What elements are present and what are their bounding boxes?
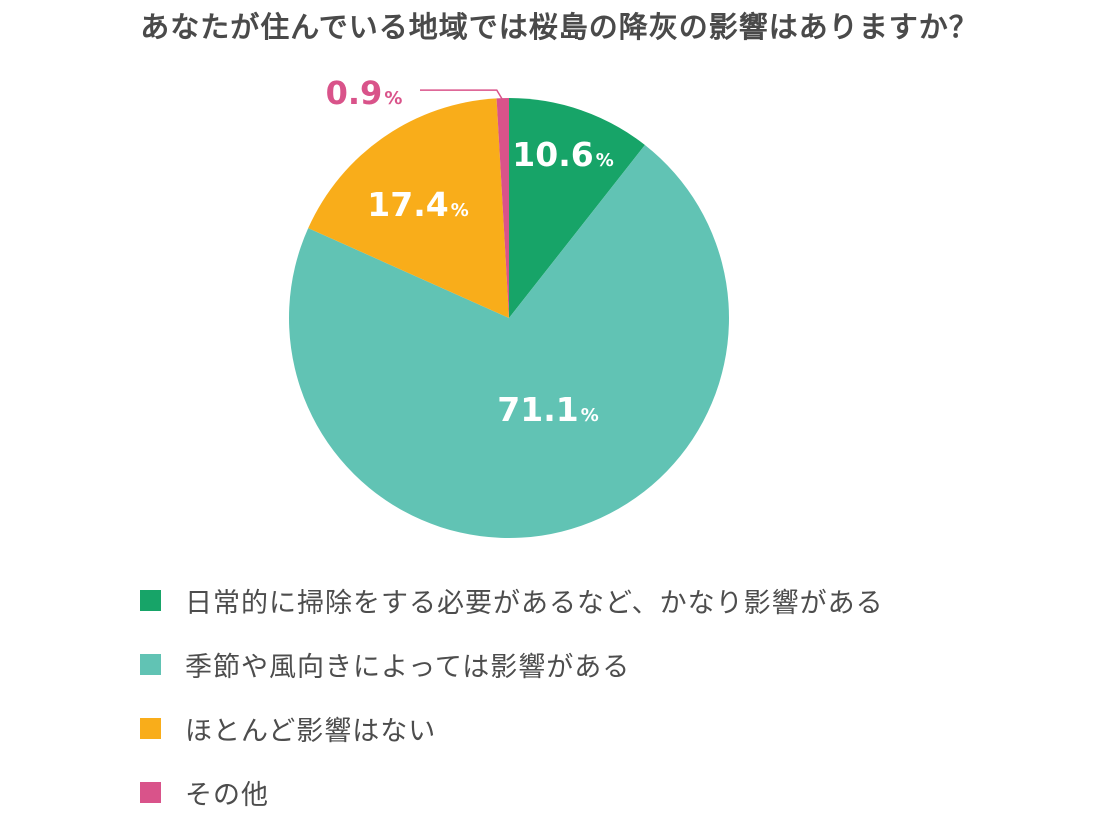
leader-line-other xyxy=(420,89,504,101)
pie-slices xyxy=(288,98,729,538)
legend-label: 季節や風向きによっては影響がある xyxy=(185,651,631,683)
pie-slice-seasonal-impact xyxy=(288,145,729,538)
legend-swatch xyxy=(140,653,161,675)
legend: 日常的に掃除をする必要があるなど、かなり影響がある 季節や風向きによっては影響があ… xyxy=(140,568,884,824)
legend-swatch xyxy=(140,781,161,803)
legend-label: ほとんど影響はない xyxy=(185,715,437,747)
pie-slice-other xyxy=(496,98,509,318)
pie-leader-lines xyxy=(420,89,504,101)
legend-swatch xyxy=(140,589,161,611)
legend-item-considerable-impact: 日常的に掃除をする必要があるなど、かなり影響がある xyxy=(140,568,884,632)
chart-title: あなたが住んでいる地域では桜島の降灰の影響はありますか？ xyxy=(140,10,979,44)
data-label-other: 0.9% xyxy=(326,74,403,112)
legend-item-seasonal-impact: 季節や風向きによっては影響がある xyxy=(140,632,884,696)
data-label-seasonal-impact: 71.1% xyxy=(497,390,598,429)
data-label-considerable-impact: 10.6% xyxy=(512,135,613,174)
legend-item-other: その他 xyxy=(140,760,884,824)
pie-data-labels: 10.6 % 71.1 % 17.4 % 0.9% xyxy=(326,74,614,429)
data-label-little-impact: 17.4% xyxy=(367,185,468,224)
pie-slice-little-impact xyxy=(308,98,509,319)
pie-chart: 10.6 % 71.1 % 17.4 % 0.9% xyxy=(288,74,729,538)
legend-item-little-impact: ほとんど影響はない xyxy=(140,696,884,760)
legend-label: 日常的に掃除をする必要があるなど、かなり影響がある xyxy=(185,587,884,619)
legend-swatch xyxy=(140,717,161,739)
legend-label: その他 xyxy=(185,779,269,811)
pie-slice-considerable-impact xyxy=(509,98,645,318)
